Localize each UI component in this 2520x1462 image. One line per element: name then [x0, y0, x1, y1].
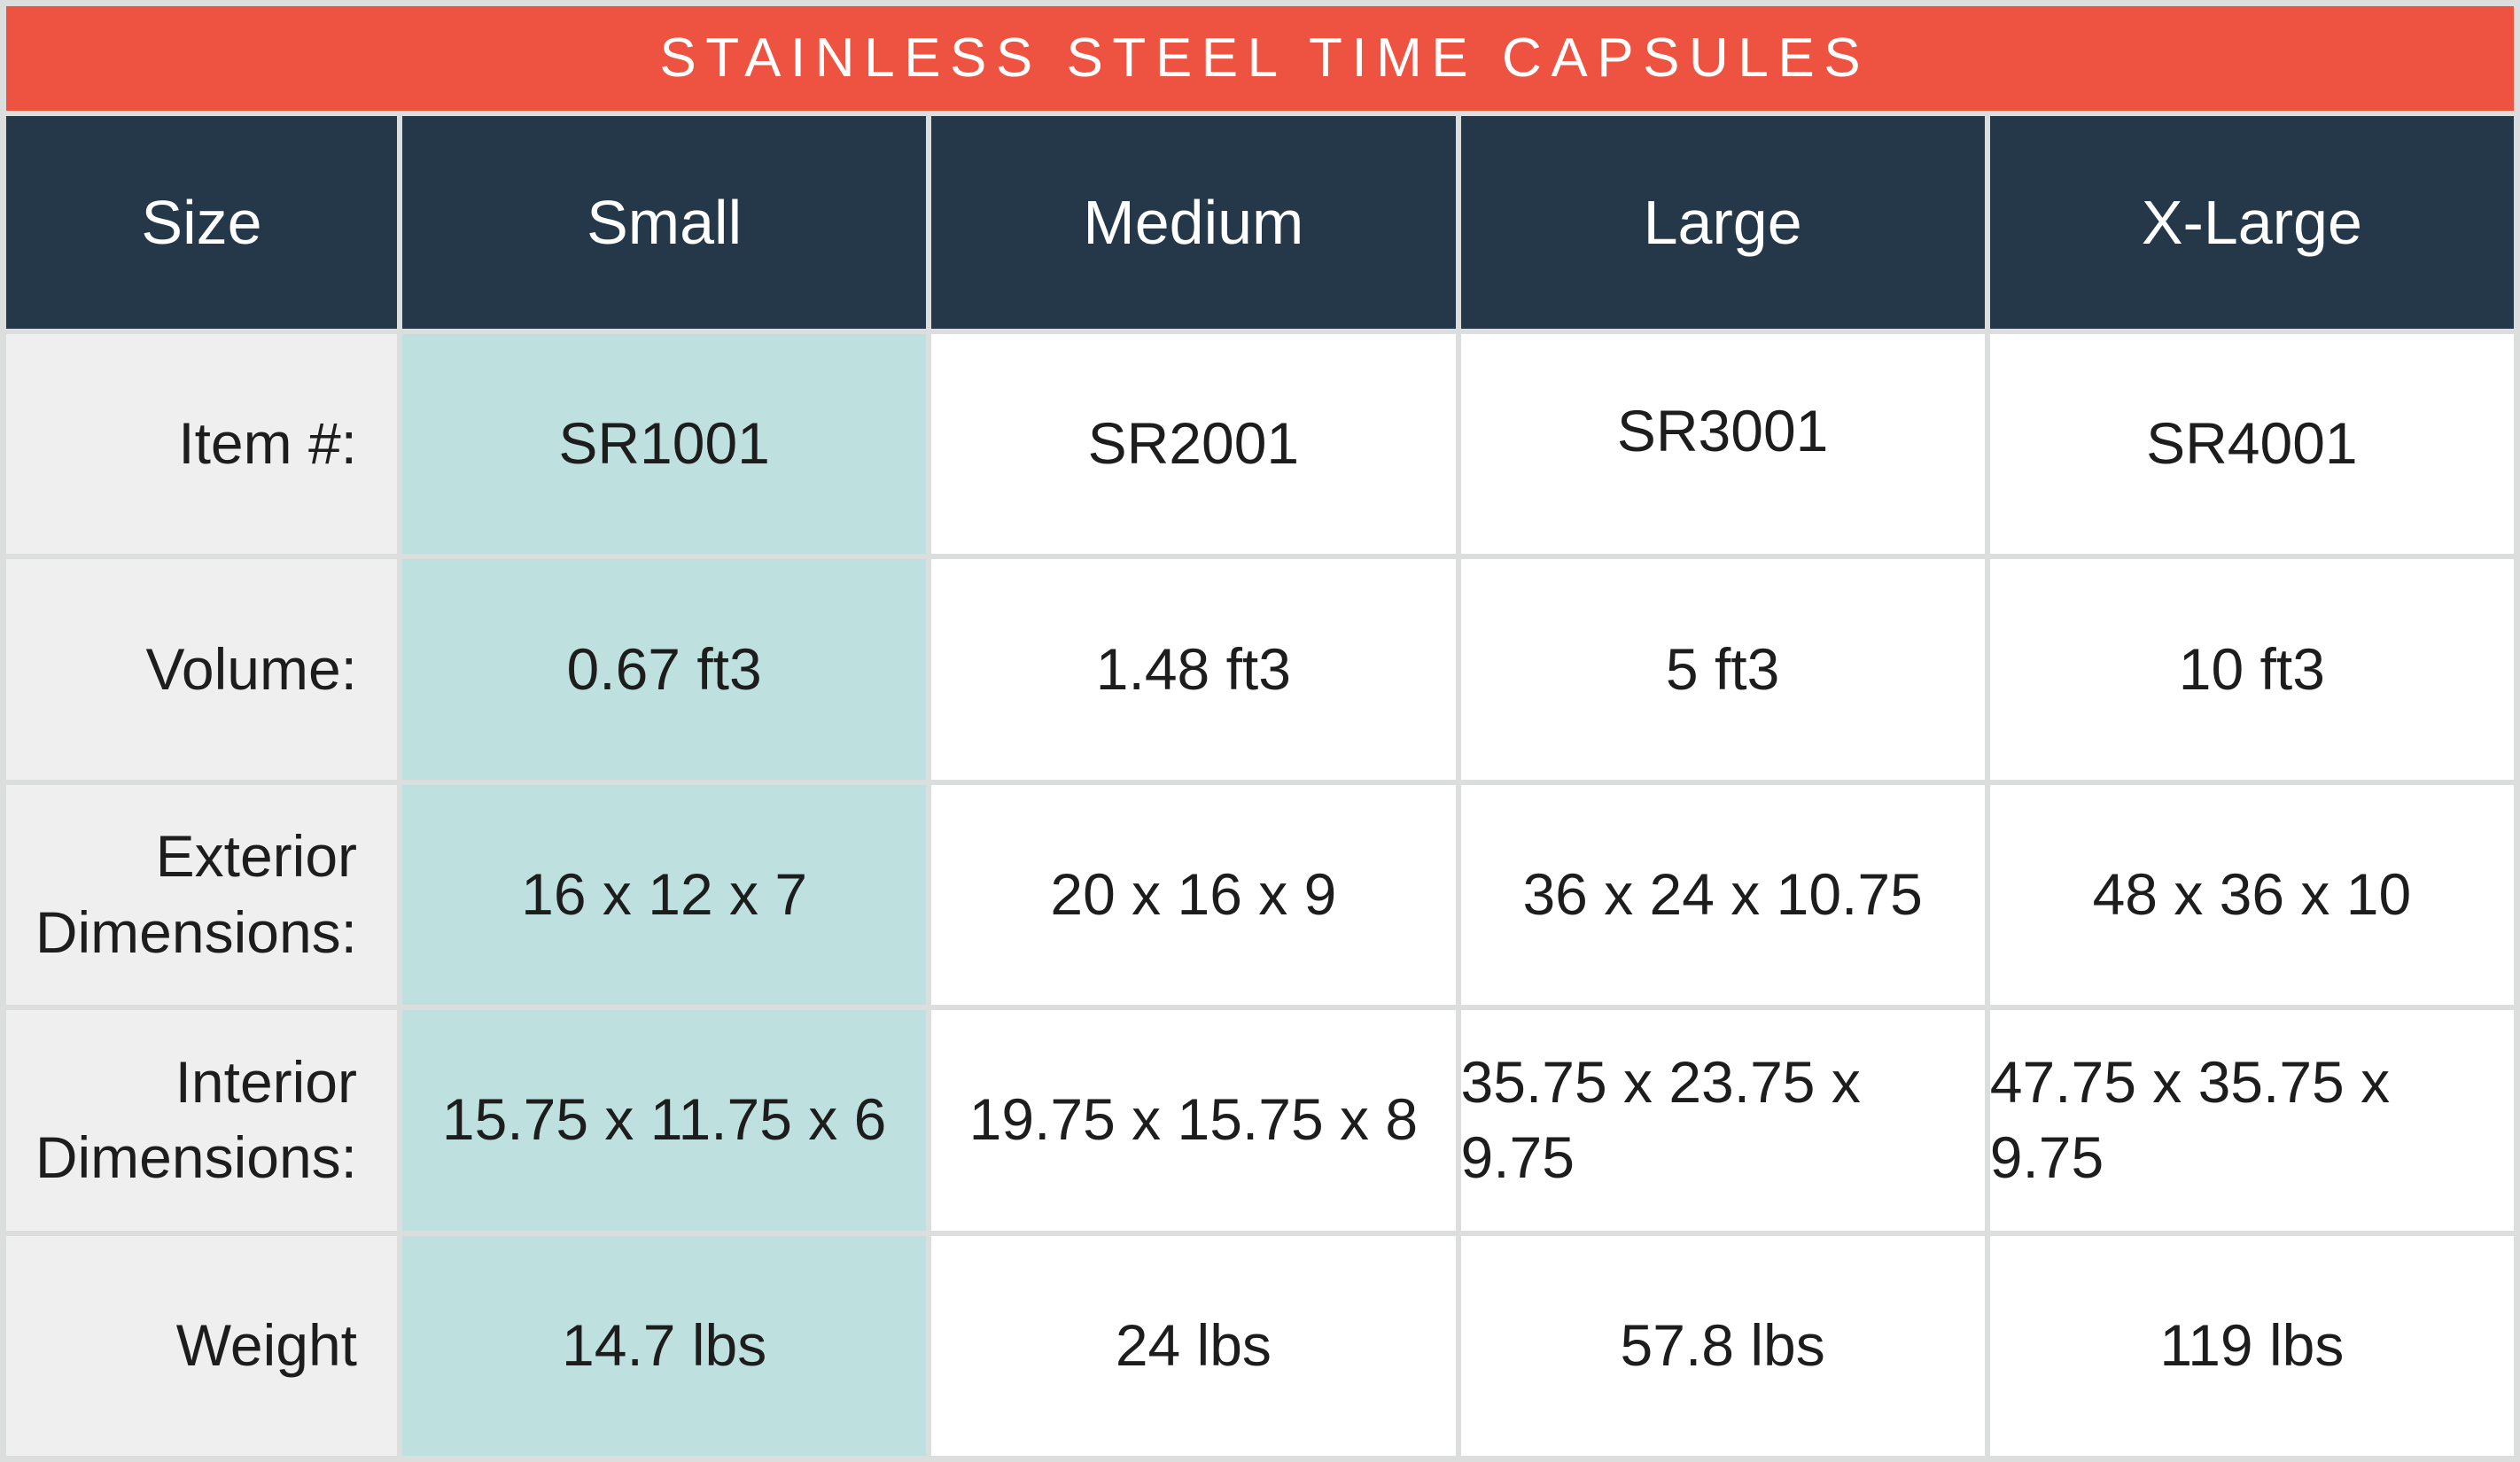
cell-weight-xlarge: 119 lbs: [1989, 1235, 2514, 1456]
cell-exterior-dimensions-medium: 20 x 16 x 9: [931, 784, 1456, 1006]
header-small-label: Small: [587, 187, 743, 257]
cell-interior-dimensions-large: 35.75 x 23.75 x 9.75: [1460, 1010, 1985, 1231]
cell-volume-small: 0.67 ft3: [402, 559, 927, 780]
cell-exterior-dimensions-large: 36 x 24 x 10.75: [1460, 784, 1985, 1006]
cell-weight-small: 14.7 lbs: [402, 1235, 927, 1456]
header-xlarge-label: X-Large: [2141, 187, 2362, 257]
header-medium-label: Medium: [1083, 187, 1304, 257]
cell-interior-dimensions-xlarge: 47.75 x 35.75 x 9.75: [1989, 1010, 2514, 1231]
row-label-interior-dimensions: Interior Dimensions:: [6, 1010, 397, 1231]
title-bar: STAINLESS STEEL TIME CAPSULES: [6, 6, 2514, 111]
row-label-exterior-dimensions: Exterior Dimensions:: [6, 784, 397, 1006]
cell-volume-medium: 1.48 ft3: [931, 559, 1456, 780]
row-label-volume: Volume:: [6, 559, 397, 780]
cell-item-number-small: SR1001: [402, 334, 927, 555]
header-small: Small: [402, 116, 927, 329]
cell-interior-dimensions-small: 15.75 x 11.75 x 6: [402, 1010, 927, 1231]
cell-interior-dimensions-medium: 19.75 x 15.75 x 8: [931, 1010, 1456, 1231]
header-large-label: Large: [1643, 187, 1802, 257]
page-title: STAINLESS STEEL TIME CAPSULES: [659, 27, 1871, 89]
cell-volume-large: 5 ft3: [1460, 559, 1985, 780]
cell-item-number-xlarge: SR4001: [1989, 334, 2514, 555]
row-label-item-number: Item #:: [6, 334, 397, 555]
cell-item-number-large: SR3001: [1460, 334, 1985, 555]
row-label-weight: Weight: [6, 1235, 397, 1456]
cell-weight-medium: 24 lbs: [931, 1235, 1456, 1456]
cell-item-number-medium: SR2001: [931, 334, 1456, 555]
header-large: Large: [1460, 116, 1985, 329]
cell-weight-large: 57.8 lbs: [1460, 1235, 1985, 1456]
cell-exterior-dimensions-xlarge: 48 x 36 x 10: [1989, 784, 2514, 1006]
header-medium: Medium: [931, 116, 1456, 329]
header-size-label: Size: [141, 187, 262, 257]
header-size: Size: [6, 116, 397, 329]
cell-exterior-dimensions-small: 16 x 12 x 7: [402, 784, 927, 1006]
header-xlarge: X-Large: [1989, 116, 2514, 329]
cell-volume-xlarge: 10 ft3: [1989, 559, 2514, 780]
